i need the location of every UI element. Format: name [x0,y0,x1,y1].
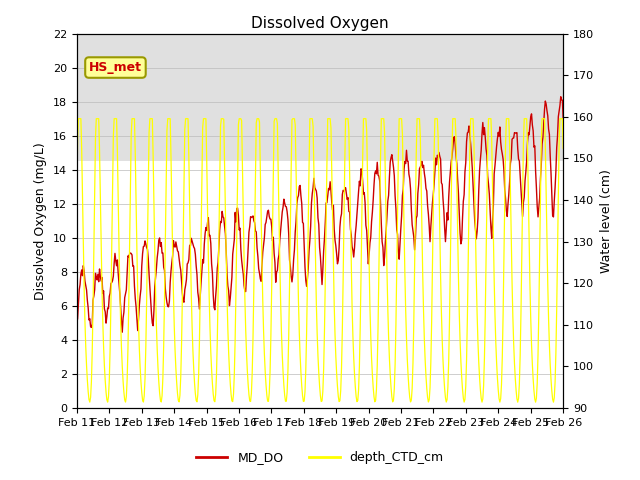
Y-axis label: Dissolved Oxygen (mg/L): Dissolved Oxygen (mg/L) [35,142,47,300]
Title: Dissolved Oxygen: Dissolved Oxygen [251,16,389,31]
Y-axis label: Water level (cm): Water level (cm) [600,169,612,273]
Text: HS_met: HS_met [89,61,142,74]
Legend: MD_DO, depth_CTD_cm: MD_DO, depth_CTD_cm [191,446,449,469]
Bar [77,34,563,161]
